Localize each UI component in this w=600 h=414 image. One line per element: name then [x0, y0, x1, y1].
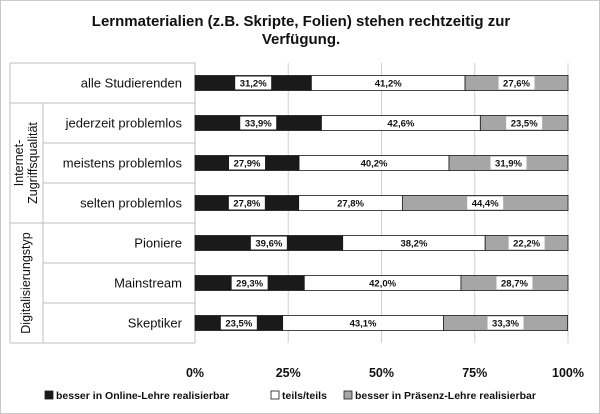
bar-label-bg-1-0 — [370, 76, 407, 90]
group-label-0: Internet-Zugriffsqualität — [12, 122, 40, 204]
bar-label-bg-0-1 — [240, 116, 277, 130]
bar-label-1-4: 38,2% — [400, 239, 427, 250]
bar-label-bg-2-0 — [498, 76, 535, 90]
group-label-line: Zugriffsqualität — [26, 122, 40, 204]
category-label-6: Skeptiker — [128, 316, 183, 331]
bar-label-2-1: 23,5% — [511, 119, 538, 130]
legend-swatch-1 — [270, 390, 280, 400]
bar-label-2-4: 22,2% — [513, 239, 540, 250]
bar-label-bg-2-2 — [490, 156, 527, 170]
bar-label-bg-0-6 — [220, 316, 257, 330]
category-label-4: Pioniere — [134, 236, 182, 251]
bar-label-bg-1-6 — [345, 316, 382, 330]
x-tick-label-3: 75% — [462, 366, 487, 380]
bar-label-bg-0-0 — [235, 76, 272, 90]
legend-label-2: besser in Präsenz-Lehre realisierbar — [355, 390, 536, 402]
bar-label-bg-2-4 — [508, 236, 545, 250]
chart-title-line-1: Lernmaterialien (z.B. Skripte, Folien) s… — [91, 13, 511, 30]
category-label-0: alle Studierenden — [81, 76, 182, 91]
bar-label-1-1: 42,6% — [387, 119, 414, 130]
bar-label-bg-2-5 — [496, 276, 533, 290]
bar-label-0-0: 31,2% — [240, 79, 267, 90]
bar-label-2-0: 27,6% — [503, 79, 530, 90]
bar-label-bg-1-5 — [364, 276, 401, 290]
bar-label-bg-0-3 — [228, 196, 265, 210]
bar-label-0-3: 27,8% — [233, 199, 260, 210]
bar-label-bg-1-1 — [382, 116, 419, 130]
bar-label-2-2: 31,9% — [495, 159, 522, 170]
bar-label-bg-1-3 — [332, 196, 369, 210]
x-tick-label-2: 50% — [369, 366, 394, 380]
bar-label-1-6: 43,1% — [350, 319, 377, 330]
chart-title-line-2: Verfügung. — [261, 31, 341, 48]
bar-label-0-2: 27,9% — [234, 159, 261, 170]
bar-label-2-3: 44,4% — [472, 199, 499, 210]
category-label-1: jederzeit problemlos — [65, 116, 183, 131]
legend-label-1: teils/teils — [282, 390, 327, 402]
bar-label-bg-0-2 — [229, 156, 266, 170]
x-tick-label-4: 100% — [552, 366, 584, 380]
bar-label-1-5: 42,0% — [369, 279, 396, 290]
bar-label-2-5: 28,7% — [501, 279, 528, 290]
bar-label-2-6: 33,3% — [492, 319, 519, 330]
bar-label-bg-0-4 — [250, 236, 287, 250]
group-label-1: Digitalisierungstyp — [19, 232, 33, 333]
bar-label-bg-0-5 — [231, 276, 268, 290]
bar-label-0-5: 29,3% — [236, 279, 263, 290]
legend-swatch-0 — [44, 390, 54, 400]
bar-label-bg-2-6 — [487, 316, 524, 330]
category-label-3: selten problemlos — [80, 196, 182, 211]
group-label-line: Internet- — [12, 140, 26, 187]
bar-label-bg-1-4 — [395, 236, 432, 250]
bar-label-bg-2-1 — [506, 116, 543, 130]
bar-label-1-2: 40,2% — [361, 159, 388, 170]
group-label-line: Digitalisierungstyp — [19, 232, 33, 333]
bar-label-bg-1-2 — [356, 156, 393, 170]
bar-label-0-1: 33,9% — [245, 119, 272, 130]
bar-label-0-4: 39,6% — [255, 239, 282, 250]
bar-label-0-6: 23,5% — [225, 319, 252, 330]
x-tick-label-0: 0% — [186, 366, 204, 380]
category-label-5: Mainstream — [114, 276, 182, 291]
category-label-2: meistens problemlos — [63, 156, 183, 171]
chart-title: Lernmaterialien (z.B. Skripte, Folien) s… — [1, 13, 600, 49]
legend-swatch-2 — [343, 390, 353, 400]
bar-label-1-3: 27,8% — [337, 199, 364, 210]
legend-label-0: besser in Online-Lehre realisierbar — [56, 390, 229, 402]
bar-label-bg-2-3 — [467, 196, 504, 210]
bar-label-1-0: 41,2% — [375, 79, 402, 90]
x-tick-label-1: 25% — [276, 366, 301, 380]
